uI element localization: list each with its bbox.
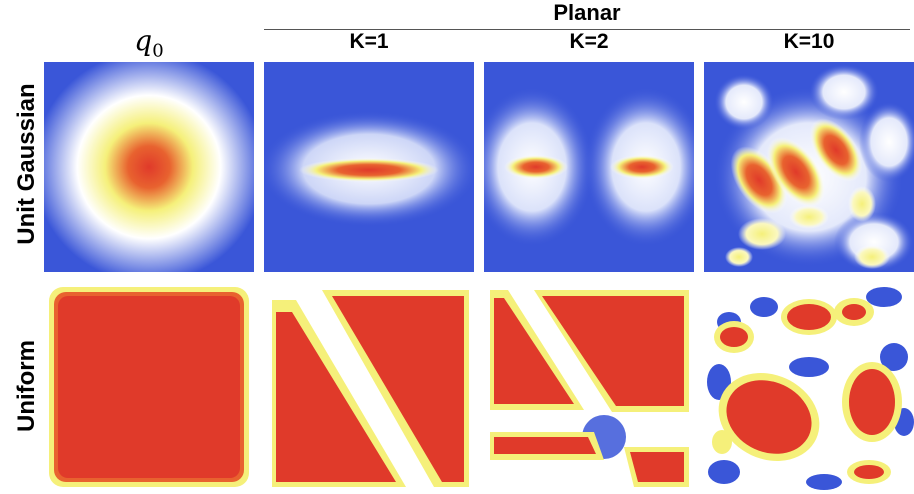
q0-symbol: q — [134, 24, 153, 57]
density-panel-gaussian-k1 — [264, 62, 474, 272]
planar-group-header: Planar — [553, 0, 621, 25]
density-panel-uniform-k10 — [704, 282, 914, 492]
row-label-uniform: Uniform — [13, 340, 40, 432]
density-panel-gaussian-k10 — [704, 62, 914, 272]
density-panel-gaussian-k2 — [484, 62, 694, 272]
density-panel-uniform-q0 — [44, 282, 254, 492]
density-panel-uniform-k1 — [264, 282, 474, 492]
column-header-k10: K=10 — [783, 30, 835, 53]
group-header-rule — [264, 29, 910, 30]
q0-column-header: q0 — [44, 24, 254, 62]
density-panel-gaussian-q0 — [44, 62, 254, 272]
density-panel-uniform-k2 — [484, 282, 694, 492]
q0-subscript: 0 — [152, 40, 164, 62]
column-header-k2: K=2 — [569, 30, 609, 53]
column-header-k1: K=1 — [349, 30, 389, 53]
row-label-unit-gaussian: Unit Gaussian — [13, 83, 40, 245]
